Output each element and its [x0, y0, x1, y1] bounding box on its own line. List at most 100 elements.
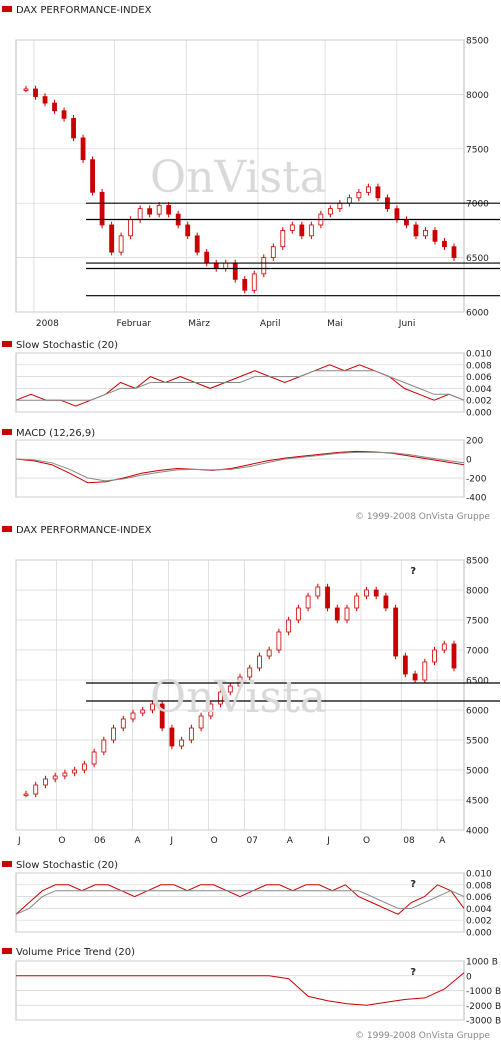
candle-body — [128, 219, 134, 237]
y-tick-label: 0.004 — [466, 905, 492, 915]
candle-body — [270, 246, 276, 259]
candle-body — [61, 110, 67, 119]
watermark-bottom: OnVista — [150, 672, 326, 723]
candle-body — [52, 775, 58, 780]
panel-frame-4 — [15, 872, 465, 933]
candle-body — [266, 649, 272, 657]
candle-body — [179, 739, 185, 747]
candle-body — [247, 667, 253, 678]
candle-body — [213, 262, 219, 269]
annotation-label: ? — [410, 879, 416, 890]
candle-body — [150, 703, 155, 711]
candle-body — [120, 718, 126, 729]
y-tick-label: 5000 — [466, 767, 489, 777]
y-tick-label: 6500 — [466, 677, 489, 687]
candle-body — [356, 191, 362, 199]
y-tick-label: 0 — [466, 456, 472, 466]
candle-body — [71, 117, 76, 139]
candle-body — [204, 251, 210, 264]
y-tick-label: -400 — [466, 494, 487, 504]
candle-body — [43, 778, 48, 786]
candle-body — [346, 197, 352, 204]
candle-body — [364, 589, 369, 597]
candle-body — [337, 202, 343, 210]
candle-body — [232, 262, 238, 280]
candle-body — [81, 763, 87, 771]
series-line-1 — [16, 370, 465, 401]
candle-body — [91, 751, 97, 765]
candle-body — [413, 224, 419, 237]
candle-body — [308, 224, 314, 237]
candle-body — [373, 589, 379, 597]
candle-body — [365, 186, 371, 193]
candle-body — [251, 273, 257, 291]
y-tick-label: -200 — [466, 475, 487, 485]
candle-body — [295, 607, 301, 621]
candle-body — [156, 204, 162, 215]
y-tick-label: 6000 — [466, 309, 489, 319]
title-marker-icon — [2, 948, 12, 954]
candle-body — [257, 655, 262, 669]
series-line-1 — [15, 451, 465, 482]
candle-body — [315, 586, 321, 597]
candle-body — [451, 643, 457, 669]
candle-body — [72, 769, 78, 774]
title-marker-icon — [2, 429, 12, 435]
x-tick-label: O — [58, 836, 65, 846]
title-marker-icon — [2, 341, 12, 347]
x-tick-label: Februar — [117, 319, 152, 329]
candle-body — [412, 673, 418, 681]
candle-body — [344, 607, 350, 621]
y-tick-label: 5500 — [466, 737, 489, 747]
candle-body — [305, 595, 311, 609]
y-tick-label: -2000 B — [466, 1002, 501, 1012]
candle-body — [159, 703, 165, 729]
y-tick-label: 4500 — [466, 797, 489, 807]
x-tick-label: 08 — [403, 836, 415, 846]
candle-body — [137, 208, 143, 220]
x-tick-label: J — [169, 836, 173, 846]
candle-body — [451, 246, 457, 259]
panel-title-2: MACD (12,26,9) — [16, 428, 95, 439]
candle-body — [109, 224, 114, 253]
candle-body — [325, 586, 330, 609]
y-tick-label: 0.006 — [466, 893, 492, 903]
candle-body — [169, 727, 175, 747]
y-tick-label: 0.000 — [466, 409, 492, 419]
candle-body — [118, 235, 124, 253]
candle-body — [90, 159, 95, 193]
candle-body — [237, 676, 243, 687]
candle-body — [242, 278, 248, 291]
candle-body — [334, 607, 340, 621]
candle-body — [80, 137, 86, 161]
panel-title-3: DAX PERFORMANCE-INDEX — [16, 525, 152, 536]
candle-body — [423, 229, 428, 237]
x-tick-label: 06 — [94, 836, 106, 846]
candle-body — [130, 712, 136, 720]
candle-body — [218, 691, 223, 705]
y-tick-label: 200 — [466, 437, 483, 447]
y-tick-label: 0 — [466, 972, 472, 982]
x-tick-label: A — [134, 836, 141, 846]
candle-body — [289, 224, 295, 231]
y-tick-label: 0.010 — [466, 870, 492, 880]
x-tick-label: März — [188, 319, 210, 329]
candle-body — [261, 257, 267, 275]
candle-body — [223, 262, 229, 269]
candle-body — [393, 607, 399, 657]
y-tick-label: 7500 — [466, 145, 489, 155]
series-line-0 — [16, 972, 465, 1006]
candle-body — [52, 102, 57, 112]
copyright-bottom: © 1999-2008 OnVista Gruppe — [355, 1031, 490, 1041]
candle-body — [394, 208, 400, 220]
x-tick-label: A — [287, 836, 294, 846]
x-tick-label: 07 — [246, 836, 257, 846]
candle-body — [383, 595, 389, 609]
x-tick-label: A — [439, 836, 446, 846]
y-tick-label: -3000 B — [466, 1017, 501, 1027]
y-tick-label: 7000 — [466, 647, 489, 657]
candle-body — [188, 727, 194, 741]
candle-body — [23, 793, 29, 796]
y-tick-label: 8000 — [466, 91, 489, 101]
